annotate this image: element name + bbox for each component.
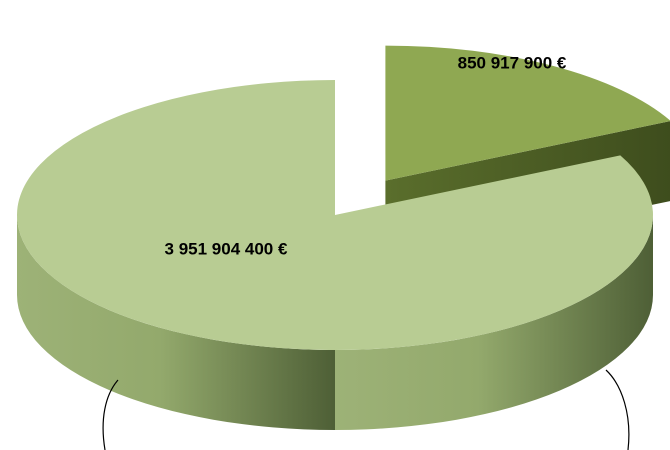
slice-side [335,215,653,430]
leader-line [605,369,630,450]
slice [16,80,653,350]
leader-line [102,379,119,450]
slice-side [17,215,335,430]
slice-label: 850 917 900 € [458,53,567,72]
slice [385,45,670,181]
pie [16,45,670,430]
slice-label: 3 951 904 400 € [165,239,288,258]
